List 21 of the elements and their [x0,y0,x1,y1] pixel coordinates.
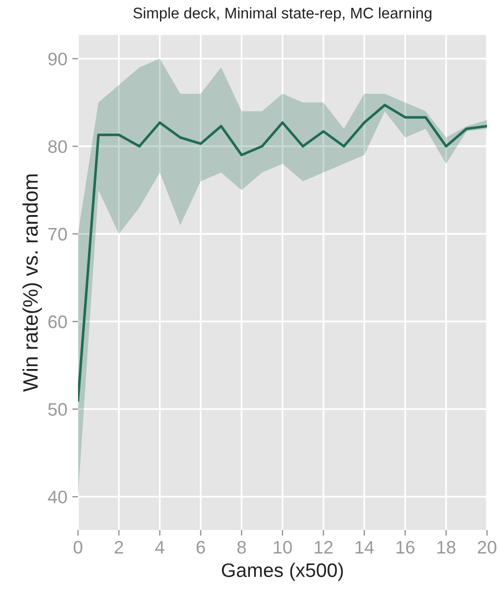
x-tick-label: 2 [114,540,124,554]
x-tick-label: 0 [74,540,82,554]
x-tick-label: 8 [237,540,246,554]
line-series [78,104,487,402]
y-tick-label: 40 [48,490,67,504]
x-tick-label: 12 [314,540,333,554]
y-tick-label: 80 [48,140,67,153]
x-tick-label: 18 [437,540,456,554]
x-tick-label: 6 [196,540,205,554]
y-tick-label: 60 [48,315,67,328]
y-tick-label: 90 [48,52,67,66]
y-tick-label: 50 [48,403,67,416]
x-axis-title: Games (x500) [222,562,343,581]
x-tick-label: 14 [356,541,374,554]
x-tick-label: 16 [396,540,414,554]
y-axis-title: Win rate(%) vs. random [22,174,42,392]
x-tick-label: 20 [478,540,496,554]
chart-title: Simple deck, Minimal state-rep, MC learning [133,7,432,22]
y-tick-label: 70 [48,228,67,241]
x-tick-label: 10 [274,540,292,554]
x-tick-label: 4 [155,541,164,554]
